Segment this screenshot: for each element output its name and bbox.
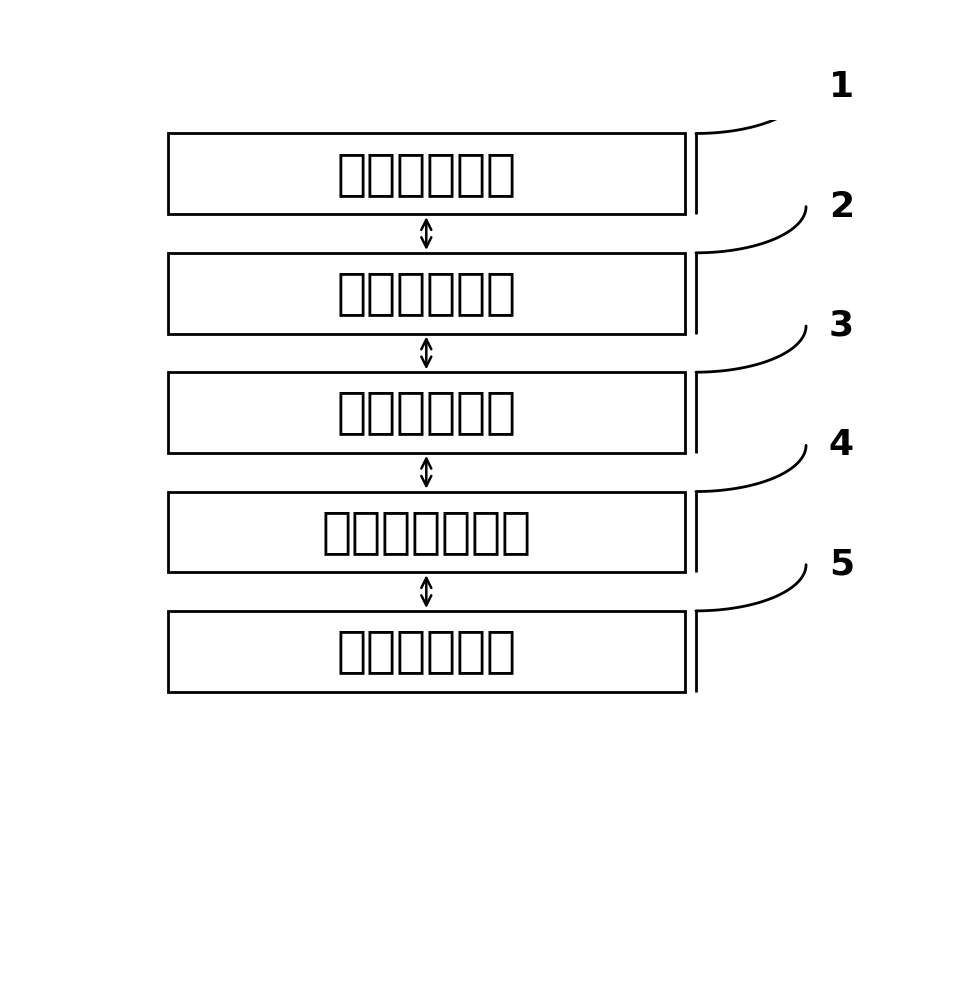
Text: 4: 4 [829,428,854,462]
Text: 2: 2 [829,190,854,224]
Bar [169,133,684,214]
Text: 3: 3 [829,309,854,343]
Text: 数据采集模块: 数据采集模块 [336,150,516,198]
Text: 特征融合模块: 特征融合模块 [336,389,516,437]
Text: 1: 1 [829,70,854,104]
Bar [169,372,684,453]
Text: 一致性处理模块: 一致性处理模块 [321,508,531,556]
Bar [169,253,684,334]
Bar [169,611,684,692]
Bar [169,492,684,572]
Text: 5: 5 [829,548,854,582]
Text: 故障诊断模块: 故障诊断模块 [336,627,516,675]
Text: 数据处理模块: 数据处理模块 [336,269,516,317]
